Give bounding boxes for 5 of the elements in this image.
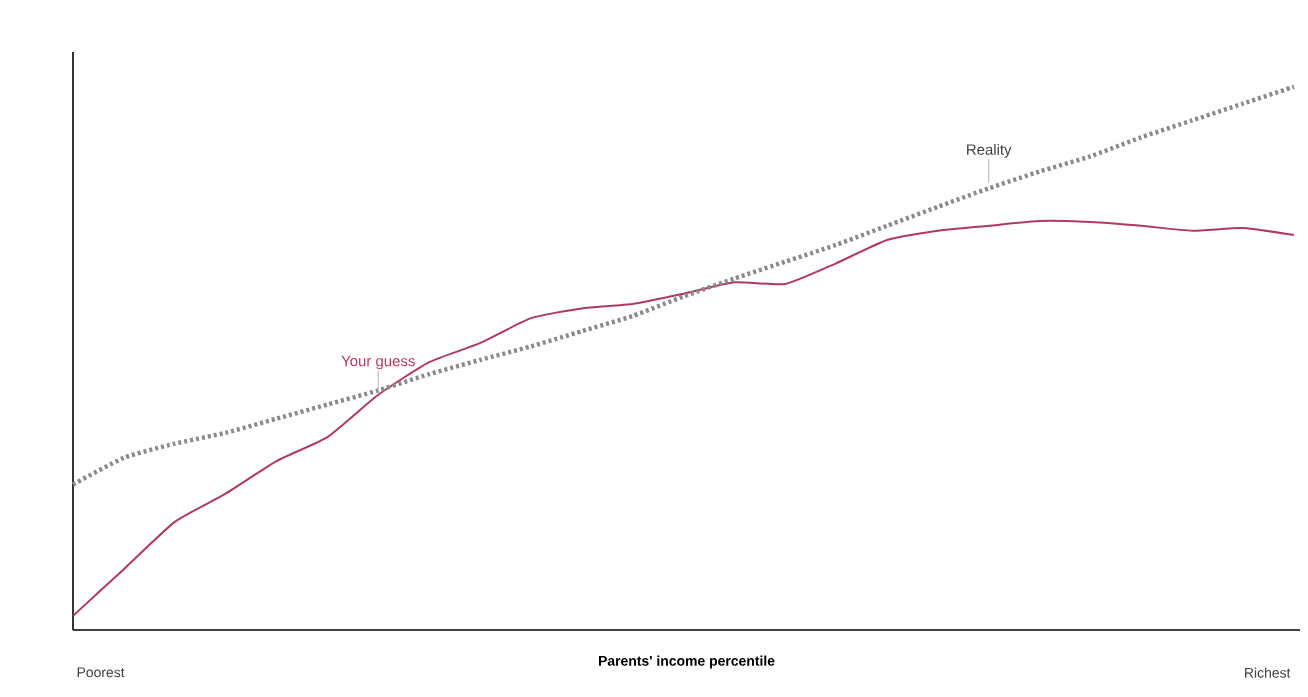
series-label: Your guess <box>341 355 415 370</box>
x-axis-title: Parents' income percentile <box>598 655 775 669</box>
text: Poorest <box>77 667 125 678</box>
text: Richest <box>1245 667 1291 678</box>
series-label: Reality <box>967 143 1012 158</box>
